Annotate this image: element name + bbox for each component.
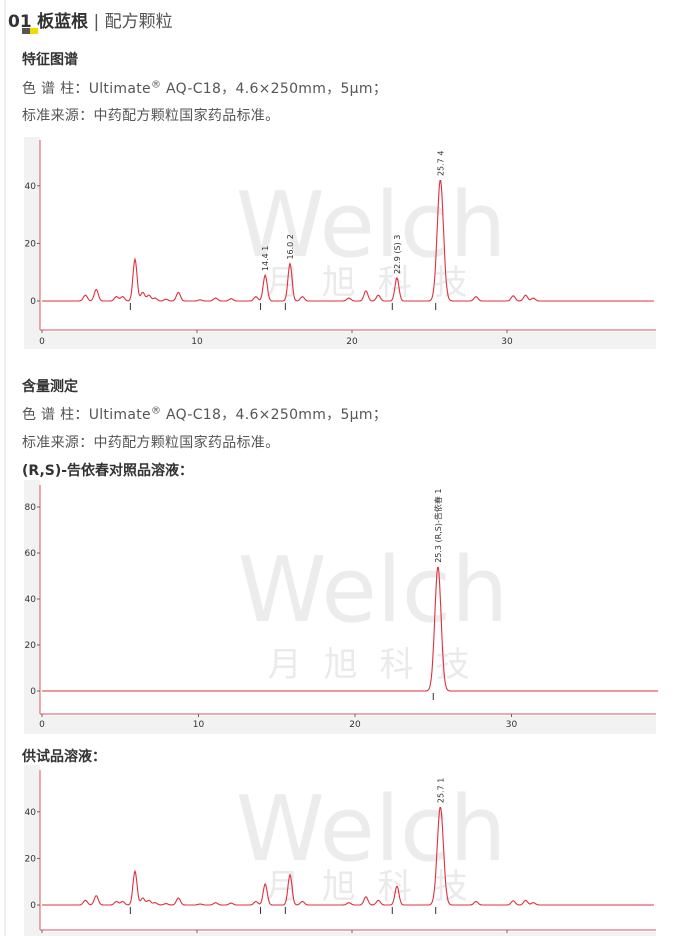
column-spec: AQ-C18，4.6×250mm，5μm； <box>161 81 388 97</box>
peak-label: 25.7 4 <box>436 151 445 176</box>
axis-margin <box>24 716 656 734</box>
left-border <box>4 0 6 936</box>
y-tick-label: 40 <box>25 182 37 192</box>
section-number: 01 <box>8 12 32 32</box>
watermark-cn: 月旭科技 <box>266 867 490 907</box>
peak-label: 16.0 2 <box>286 234 295 259</box>
peak-label: 22.9 (S) 3 <box>393 235 402 274</box>
y-tick-label: 40 <box>25 595 37 605</box>
column-label: 色 谱 柱：Ultimate <box>22 81 151 97</box>
axis-margin <box>24 332 656 349</box>
y-tick-label: 20 <box>25 854 37 864</box>
title-decoration-accent <box>30 28 38 34</box>
y-tick-label: 20 <box>25 239 37 249</box>
y-tick-label: 80 <box>25 503 37 513</box>
watermark-cn: 月旭科技 <box>268 645 492 685</box>
registered-mark: ® <box>150 405 162 417</box>
x-tick-label: 30 <box>501 337 513 347</box>
column-spec: AQ-C18，4.6×250mm，5μm； <box>161 407 388 423</box>
y-tick-label: 40 <box>25 808 37 818</box>
chromatogram-trace <box>42 566 658 692</box>
y-tick-label: 0 <box>30 297 36 307</box>
chromatogram-trace <box>42 807 654 906</box>
y-tick-label: 0 <box>30 901 36 911</box>
peak-label: 14.4 1 <box>261 246 270 271</box>
axis-margin <box>24 765 40 932</box>
x-tick-label: 10 <box>193 720 205 730</box>
assay-source: 标准来源：中药配方颗粒国家药品标准。 <box>22 435 280 451</box>
section-title: 01 板蓝根 | 配方颗粒 <box>8 7 173 32</box>
section-subtitle: 配方颗粒 <box>104 12 173 32</box>
registered-mark: ® <box>150 79 162 91</box>
x-tick-label: 10 <box>191 337 203 347</box>
axis-margin <box>24 480 40 716</box>
fingerprint-heading: 特征图谱 <box>22 52 78 68</box>
title-decoration <box>22 28 30 34</box>
peak-label: 25.3 (R,S)-告依春 1 <box>433 489 443 563</box>
y-tick-label: 60 <box>25 549 37 559</box>
x-tick-label: 20 <box>349 720 361 730</box>
fingerprint-source: 标准来源：中药配方颗粒国家药品标准。 <box>22 108 280 124</box>
x-tick-label: 0 <box>39 720 45 730</box>
y-tick-label: 20 <box>25 641 37 651</box>
sample-solution-label: 供试品溶液： <box>22 749 106 765</box>
separator: | <box>93 12 100 32</box>
herb-name: 板蓝根 <box>37 12 89 32</box>
fingerprint-column: 色 谱 柱：Ultimate® AQ-C18，4.6×250mm，5μm； <box>22 78 387 98</box>
x-tick-label: 0 <box>39 337 45 347</box>
x-tick-label: 30 <box>506 720 518 730</box>
x-tick-label: 20 <box>346 337 358 347</box>
column-label: 色 谱 柱：Ultimate <box>22 407 151 423</box>
peak-label: 25.7 1 <box>436 778 445 803</box>
watermark-logo: Welch <box>236 173 507 278</box>
assay-heading: 含量测定 <box>22 379 78 395</box>
watermark-cn: 月旭科技 <box>266 263 490 303</box>
y-tick-label: 0 <box>30 687 36 697</box>
axis-margin <box>24 137 40 332</box>
assay-column: 色 谱 柱：Ultimate® AQ-C18，4.6×250mm，5μm； <box>22 404 387 424</box>
reference-solution-label: (R,S)-告依春对照品溶液： <box>22 463 194 479</box>
watermark-logo: Welch <box>238 538 509 643</box>
watermark-logo: Welch <box>236 777 507 882</box>
chromatogram-trace <box>42 180 654 302</box>
axis-margin <box>24 932 656 936</box>
